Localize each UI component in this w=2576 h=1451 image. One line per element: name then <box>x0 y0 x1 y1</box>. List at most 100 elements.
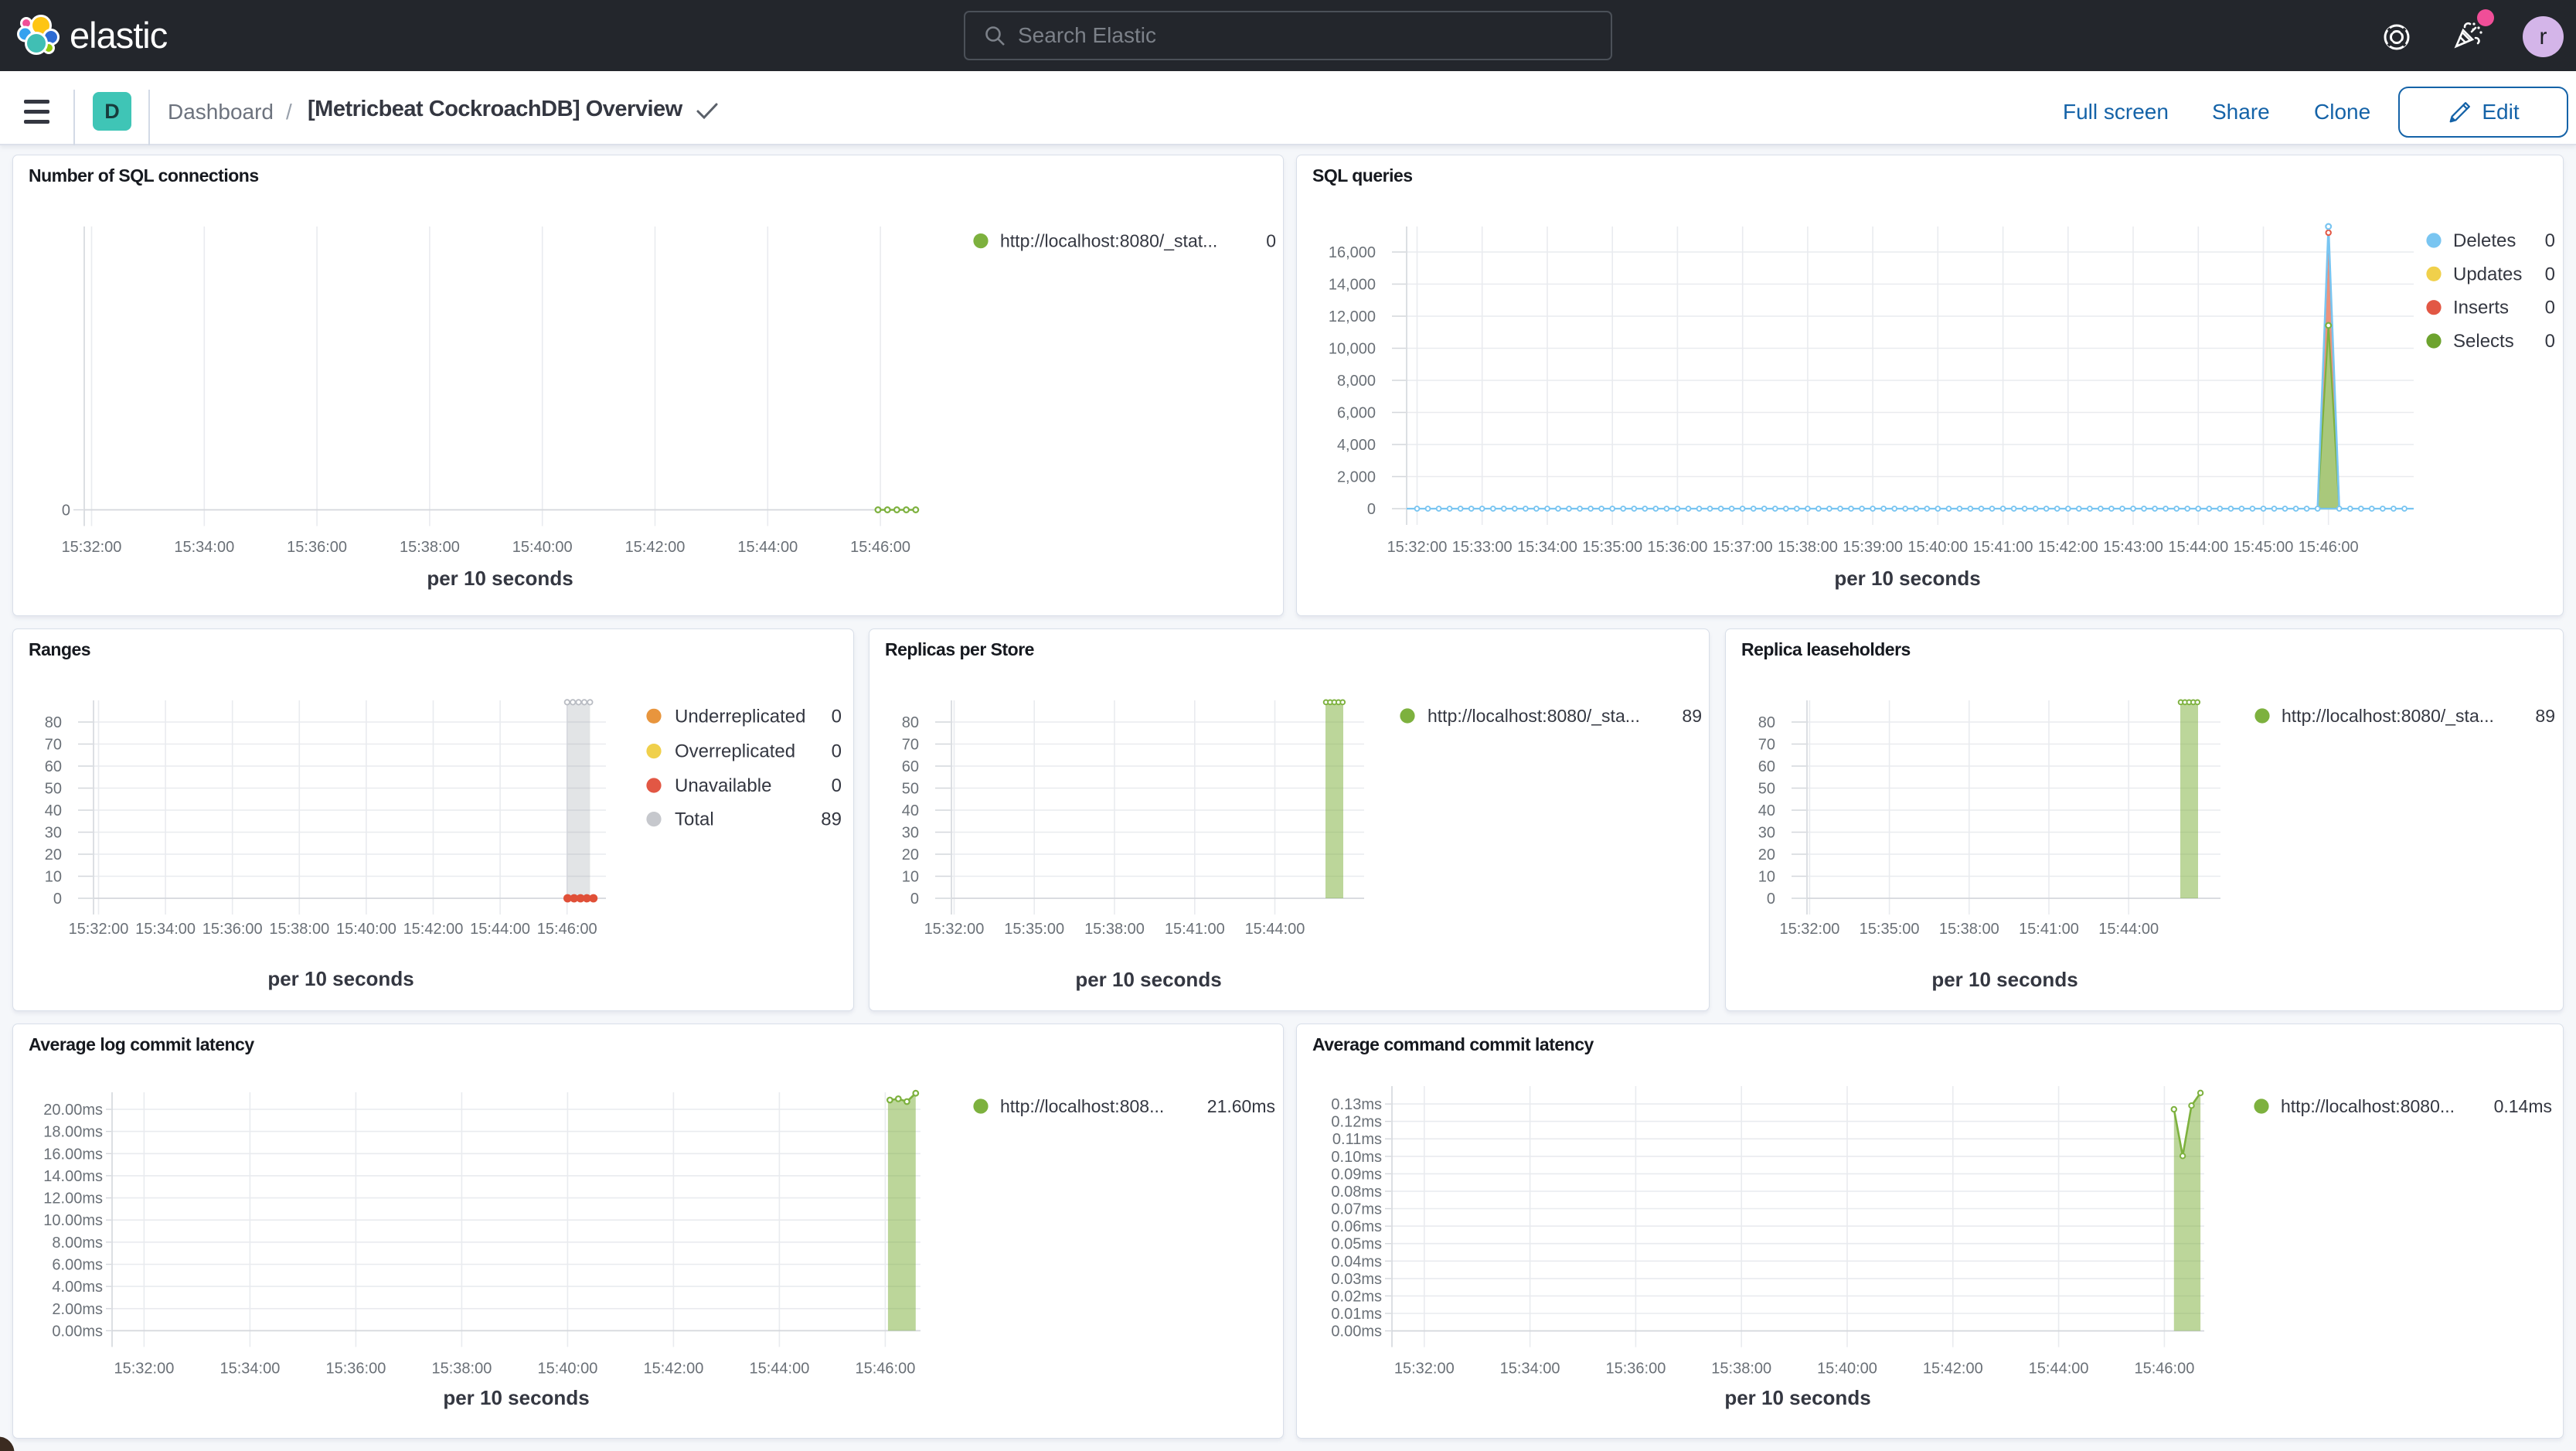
svg-text:16,000: 16,000 <box>1329 244 1376 261</box>
svg-text:15:38:00: 15:38:00 <box>1084 921 1145 938</box>
svg-text:4.00ms: 4.00ms <box>52 1279 103 1296</box>
svg-text:0.10ms: 0.10ms <box>1331 1149 1382 1166</box>
svg-text:30: 30 <box>1758 825 1775 842</box>
svg-text:0.09ms: 0.09ms <box>1331 1166 1382 1183</box>
svg-text:12.00ms: 12.00ms <box>43 1190 103 1207</box>
svg-text:0: 0 <box>832 741 842 762</box>
svg-text:15:36:00: 15:36:00 <box>287 539 347 556</box>
svg-text:http://localhost:8080/_sta...: http://localhost:8080/_sta... <box>1428 706 1640 726</box>
svg-text:15:38:00: 15:38:00 <box>431 1361 492 1378</box>
svg-text:15:40:00: 15:40:00 <box>537 1361 597 1378</box>
svg-text:15:42:00: 15:42:00 <box>625 539 686 556</box>
svg-text:15:38:00: 15:38:00 <box>269 921 329 938</box>
svg-text:15:32:00: 15:32:00 <box>114 1361 174 1378</box>
svg-text:15:40:00: 15:40:00 <box>1907 539 1968 556</box>
svg-text:60: 60 <box>45 758 62 775</box>
svg-text:Total: Total <box>675 809 714 830</box>
svg-text:0.07ms: 0.07ms <box>1331 1201 1382 1218</box>
svg-text:15:46:00: 15:46:00 <box>2134 1361 2194 1378</box>
svg-text:0.01ms: 0.01ms <box>1331 1306 1382 1323</box>
svg-text:15:36:00: 15:36:00 <box>1605 1361 1666 1378</box>
svg-text:Overreplicated: Overreplicated <box>675 741 795 762</box>
svg-text:20: 20 <box>1758 846 1775 863</box>
svg-text:20.00ms: 20.00ms <box>43 1102 103 1119</box>
svg-text:89: 89 <box>2535 706 2555 726</box>
svg-text:0.00ms: 0.00ms <box>1331 1323 1382 1340</box>
svg-text:40: 40 <box>45 802 62 819</box>
svg-text:15:35:00: 15:35:00 <box>1860 921 1920 938</box>
svg-text:0: 0 <box>2545 298 2555 318</box>
svg-text:15:33:00: 15:33:00 <box>1452 539 1513 556</box>
svg-text:0: 0 <box>62 502 70 519</box>
svg-text:15:32:00: 15:32:00 <box>69 921 129 938</box>
svg-text:15:42:00: 15:42:00 <box>403 921 464 938</box>
svg-text:15:44:00: 15:44:00 <box>1245 921 1305 938</box>
svg-text:per 10 seconds: per 10 seconds <box>443 1386 589 1409</box>
svg-text:0: 0 <box>2545 230 2555 251</box>
svg-text:8.00ms: 8.00ms <box>52 1235 103 1252</box>
svg-text:Inserts: Inserts <box>2453 298 2509 318</box>
svg-text:2.00ms: 2.00ms <box>52 1301 103 1318</box>
svg-text:Unavailable: Unavailable <box>675 775 771 796</box>
svg-text:14,000: 14,000 <box>1329 277 1376 294</box>
svg-text:Underreplicated: Underreplicated <box>675 706 805 727</box>
svg-text:60: 60 <box>1758 758 1775 775</box>
svg-text:http://localhost:8080...: http://localhost:8080... <box>2281 1096 2455 1116</box>
svg-text:http://localhost:808...: http://localhost:808... <box>1000 1096 1164 1116</box>
svg-text:80: 80 <box>45 714 62 731</box>
svg-text:50: 50 <box>45 781 62 798</box>
svg-text:15:36:00: 15:36:00 <box>1647 539 1707 556</box>
svg-text:50: 50 <box>902 781 919 798</box>
svg-text:0.06ms: 0.06ms <box>1331 1218 1382 1235</box>
svg-text:15:46:00: 15:46:00 <box>537 921 597 938</box>
svg-text:12,000: 12,000 <box>1329 308 1376 325</box>
svg-text:15:40:00: 15:40:00 <box>512 539 573 556</box>
svg-text:15:35:00: 15:35:00 <box>1582 539 1642 556</box>
svg-text:10: 10 <box>902 869 919 886</box>
svg-text:0: 0 <box>910 891 919 908</box>
svg-text:15:40:00: 15:40:00 <box>1817 1361 1877 1378</box>
svg-text:0: 0 <box>832 706 842 727</box>
svg-text:15:35:00: 15:35:00 <box>1004 921 1064 938</box>
svg-text:15:34:00: 15:34:00 <box>219 1361 280 1378</box>
svg-text:per 10 seconds: per 10 seconds <box>267 967 413 990</box>
svg-text:20: 20 <box>45 846 62 863</box>
svg-text:per 10 seconds: per 10 seconds <box>1075 968 1221 991</box>
svg-text:0: 0 <box>2545 331 2555 352</box>
svg-text:80: 80 <box>902 714 919 731</box>
svg-text:15:42:00: 15:42:00 <box>2038 539 2098 556</box>
svg-text:per 10 seconds: per 10 seconds <box>1834 567 1980 590</box>
svg-text:70: 70 <box>902 737 919 754</box>
svg-text:15:44:00: 15:44:00 <box>2098 921 2159 938</box>
svg-text:0: 0 <box>2545 264 2555 284</box>
svg-text:80: 80 <box>1758 714 1775 731</box>
svg-text:10: 10 <box>1758 869 1775 886</box>
svg-text:per 10 seconds: per 10 seconds <box>427 567 573 590</box>
svg-text:6,000: 6,000 <box>1337 405 1376 422</box>
svg-text:0: 0 <box>53 891 62 908</box>
svg-text:0.02ms: 0.02ms <box>1331 1288 1382 1305</box>
svg-text:15:38:00: 15:38:00 <box>1939 921 1999 938</box>
svg-text:60: 60 <box>902 758 919 775</box>
svg-text:15:46:00: 15:46:00 <box>2299 539 2359 556</box>
svg-text:Updates: Updates <box>2453 264 2522 284</box>
svg-text:15:38:00: 15:38:00 <box>400 539 460 556</box>
svg-text:15:32:00: 15:32:00 <box>1779 921 1839 938</box>
svg-text:0.14ms: 0.14ms <box>2494 1096 2552 1116</box>
svg-text:15:37:00: 15:37:00 <box>1713 539 1773 556</box>
svg-text:0.13ms: 0.13ms <box>1331 1096 1382 1113</box>
svg-text:http://localhost:8080/_stat...: http://localhost:8080/_stat... <box>1000 231 1217 251</box>
svg-text:2,000: 2,000 <box>1337 469 1376 486</box>
svg-text:14.00ms: 14.00ms <box>43 1168 103 1185</box>
svg-text:15:34:00: 15:34:00 <box>1500 1361 1560 1378</box>
svg-text:15:44:00: 15:44:00 <box>737 539 798 556</box>
svg-text:15:44:00: 15:44:00 <box>2168 539 2228 556</box>
svg-text:70: 70 <box>1758 737 1775 754</box>
svg-text:15:39:00: 15:39:00 <box>1843 539 1903 556</box>
svg-text:15:32:00: 15:32:00 <box>1394 1361 1455 1378</box>
svg-text:21.60ms: 21.60ms <box>1207 1096 1275 1116</box>
svg-text:15:32:00: 15:32:00 <box>1387 539 1448 556</box>
svg-text:15:41:00: 15:41:00 <box>1973 539 2033 556</box>
svg-text:15:41:00: 15:41:00 <box>1165 921 1225 938</box>
svg-text:20: 20 <box>902 846 919 863</box>
